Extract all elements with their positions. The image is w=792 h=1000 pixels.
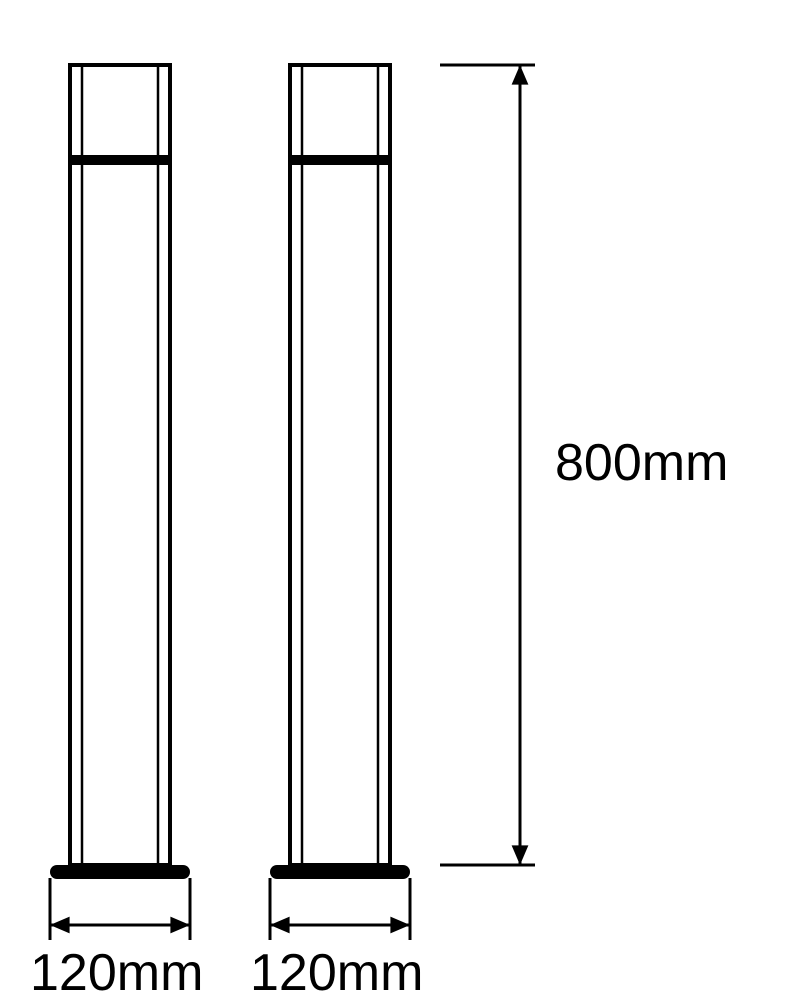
width-label-1: 120mm [30,944,203,1000]
post-2 [270,65,410,879]
post-1 [50,65,190,879]
width-dimension-1: 120mm [30,878,203,1000]
dimension-diagram: 800mm 120mm 120mm [0,0,792,1000]
width-label-2: 120mm [250,944,423,1000]
width-dimension-2: 120mm [250,878,423,1000]
height-dimension: 800mm [440,65,728,865]
height-label: 800mm [555,434,728,492]
